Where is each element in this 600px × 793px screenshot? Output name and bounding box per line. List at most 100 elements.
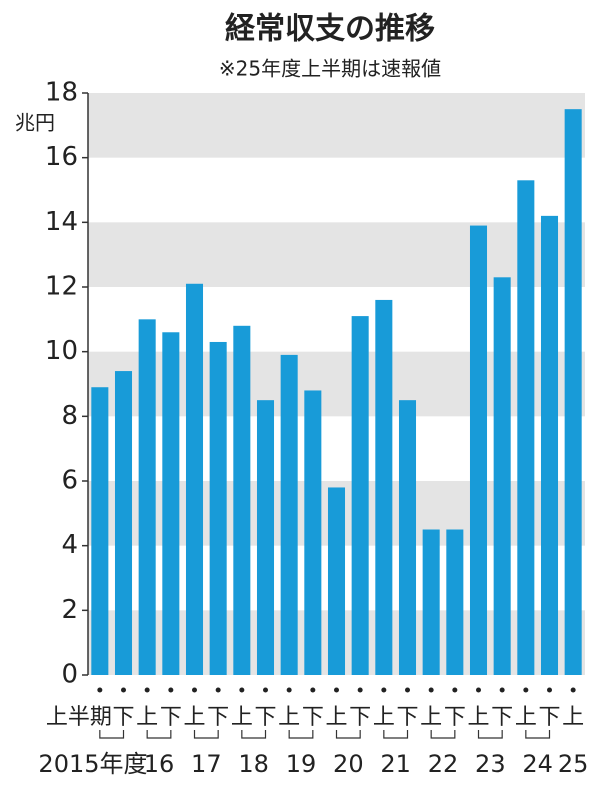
x-tick-label: 上 <box>183 705 205 730</box>
y-tick-label: 2 <box>61 595 78 625</box>
x-tick-label: 上 <box>515 705 537 730</box>
x-tick-label: 下 <box>254 705 276 730</box>
marker-dot <box>499 687 505 693</box>
group-bracket <box>430 730 456 739</box>
x-tick-label: 下 <box>349 705 371 730</box>
group-bracket <box>241 730 267 739</box>
y-tick-label: 16 <box>45 142 78 172</box>
marker-dot <box>310 687 316 693</box>
grid-band <box>88 222 585 287</box>
x-group-label: 20 <box>333 750 364 778</box>
y-tick-label: 12 <box>45 272 78 302</box>
y-tick-label: 18 <box>45 78 78 108</box>
chart-title: 経常収支の推移 <box>225 12 435 47</box>
x-group-label: 17 <box>191 750 222 778</box>
x-tick-label: 上 <box>278 705 300 730</box>
grid-band <box>88 93 585 158</box>
y-tick-label: 14 <box>45 207 78 237</box>
marker-dot <box>215 687 221 693</box>
x-tick-label: 上 <box>562 705 584 730</box>
bar <box>327 487 346 675</box>
x-tick-label: 下 <box>538 705 560 730</box>
marker-dot <box>428 687 434 693</box>
marker-dot <box>263 687 268 693</box>
x-tick-label: 下 <box>491 705 513 730</box>
x-group-label: 25 <box>558 750 589 778</box>
x-group-label: 23 <box>475 750 506 778</box>
group-bracket <box>193 730 219 739</box>
marker-dot <box>381 687 387 693</box>
bar <box>375 299 393 675</box>
marker-dot <box>144 687 150 693</box>
x-group-label: 24 <box>522 750 553 778</box>
x-group-label: 2015年度 <box>38 750 147 778</box>
x-group-label: 22 <box>428 750 459 778</box>
group-bracket <box>335 730 361 739</box>
x-tick-label: 上 <box>373 705 395 730</box>
x-tick-label: 下 <box>207 705 229 730</box>
y-tick-label: 10 <box>45 336 78 366</box>
group-bracket <box>99 730 125 739</box>
marker-dot <box>452 687 458 693</box>
x-group-label: 19 <box>286 750 317 778</box>
group-bracket <box>288 730 314 739</box>
marker-dot <box>476 687 481 693</box>
bar <box>185 283 204 675</box>
x-tick-label: 上半期 <box>46 705 112 730</box>
x-group-label: 18 <box>238 750 269 778</box>
x-tick-label: 上 <box>420 705 442 730</box>
marker-dot <box>570 687 576 693</box>
x-group-label: 16 <box>144 750 175 778</box>
x-tick-label: 下 <box>444 705 466 730</box>
x-tick-label: 下 <box>396 705 418 730</box>
bar <box>280 354 298 675</box>
group-bracket <box>383 730 409 739</box>
marker-dot <box>547 687 552 693</box>
x-group-label: 21 <box>380 750 411 778</box>
marker-dot <box>357 687 363 693</box>
bar <box>304 390 322 675</box>
marker-dot <box>523 687 529 693</box>
marker-dot <box>121 687 126 693</box>
y-tick-label: 4 <box>61 530 78 560</box>
y-unit: 兆円 <box>15 111 55 135</box>
bar <box>138 319 156 675</box>
x-tick-label: 上 <box>467 705 489 730</box>
chart-subtitle: ※25年度上半期は速報値 <box>219 57 441 81</box>
bar <box>469 225 488 676</box>
x-tick-label: 上 <box>231 705 253 730</box>
x-tick-label: 上 <box>136 705 158 730</box>
marker-dot <box>239 687 245 693</box>
marker-dot <box>334 687 339 693</box>
bar <box>233 325 251 675</box>
x-tick-label: 下 <box>112 705 134 730</box>
x-tick-label: 下 <box>160 705 182 730</box>
bar <box>351 316 369 675</box>
bar <box>398 400 417 675</box>
bar <box>564 109 582 675</box>
y-tick-label: 0 <box>61 660 78 690</box>
bar <box>517 180 535 676</box>
marker-dot <box>97 687 103 693</box>
bar <box>493 277 511 675</box>
bar <box>540 215 559 675</box>
y-tick-label: 8 <box>61 401 78 431</box>
bar <box>446 529 464 675</box>
x-tick-label: 下 <box>302 705 324 730</box>
group-bracket <box>146 730 172 739</box>
marker-dot <box>286 687 292 693</box>
bar <box>114 371 133 675</box>
marker-dot <box>168 687 174 693</box>
group-bracket <box>477 730 503 739</box>
y-tick-label: 6 <box>61 466 78 496</box>
bar <box>209 341 227 675</box>
bar <box>162 332 180 675</box>
bar <box>422 529 440 675</box>
marker-dot <box>192 687 197 693</box>
bar <box>91 387 109 675</box>
x-tick-label: 上 <box>325 705 347 730</box>
group-bracket <box>525 730 551 739</box>
marker-dot <box>405 687 410 693</box>
